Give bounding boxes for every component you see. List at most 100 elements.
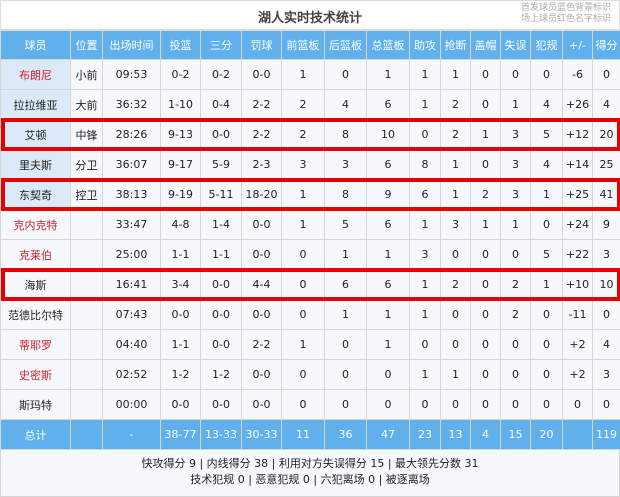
stat-cell: 8 [324, 179, 367, 210]
stat-cell: 04:40 [102, 329, 161, 360]
stat-cell: 1 [281, 179, 325, 210]
stat-cell: +10 [562, 269, 593, 300]
player-row: 史密斯 02:52 1-2 1-2 0-0 0 0 0 1 1 0 0 0 +2 3 [0, 359, 620, 390]
player-name[interactable]: 范德比尔特 [0, 299, 71, 330]
player-name[interactable]: 克莱伯 [0, 239, 71, 270]
column-header[interactable]: 投篮 [160, 30, 201, 60]
column-header[interactable]: 出场时间 [102, 30, 161, 60]
stat-cell: 0 [470, 59, 501, 90]
player-name[interactable]: 斯玛特 [0, 389, 71, 420]
column-header[interactable]: 抢断 [440, 30, 471, 60]
stat-cell: 5 [530, 239, 563, 270]
column-header[interactable]: 罚球 [241, 30, 282, 60]
stat-cell: 1 [470, 119, 501, 150]
stat-cell: 0-0 [241, 359, 282, 390]
stat-cell: 0-0 [200, 329, 242, 360]
stat-cell: 4 [592, 89, 620, 120]
stat-cell: 0 [470, 89, 501, 120]
column-header[interactable]: 总篮板 [366, 30, 410, 60]
stat-cell: 1 [440, 359, 471, 390]
stat-cell: 1 [530, 269, 563, 300]
stat-cell: 0 [592, 59, 620, 90]
stat-cell: 2-2 [241, 89, 282, 120]
stat-cell: 1-1 [200, 239, 242, 270]
column-header[interactable]: 后篮板 [324, 30, 367, 60]
stat-cell: 0 [281, 269, 325, 300]
total-cell: 4 [470, 419, 501, 450]
stat-cell: 1 [409, 59, 441, 90]
stat-cell: 0 [500, 59, 531, 90]
stat-cell: 1 [530, 179, 563, 210]
stat-cell: 1 [409, 209, 441, 240]
total-cell: 15 [500, 419, 531, 450]
stat-cell: 0 [530, 299, 563, 330]
stat-cell: 1-1 [160, 239, 201, 270]
column-header[interactable]: +/- [562, 30, 593, 60]
stat-cell: 0 [281, 359, 325, 390]
stat-cell: 2 [500, 269, 531, 300]
title-bar: 湖人实时技术统计 首发球员蓝色背景标识 场上球员红色名字标识 [0, 0, 620, 30]
stat-cell: 07:43 [102, 299, 161, 330]
stat-cell: 4 [530, 149, 563, 180]
stat-cell: 0 [324, 329, 367, 360]
stat-cell: 3 [500, 119, 531, 150]
stat-cell: 1 [409, 269, 441, 300]
stat-cell: 3 [324, 149, 367, 180]
column-header[interactable]: 位置 [70, 30, 103, 60]
player-name[interactable]: 史密斯 [0, 359, 71, 390]
player-name[interactable]: 拉拉维亚 [0, 89, 71, 120]
column-header[interactable]: 三分 [200, 30, 242, 60]
stat-cell: 1 [366, 299, 410, 330]
total-cell: 30-33 [241, 419, 282, 450]
column-header[interactable]: 助攻 [409, 30, 441, 60]
column-header[interactable]: 犯规 [530, 30, 563, 60]
stat-cell: 1 [366, 239, 410, 270]
total-cell: 11 [281, 419, 325, 450]
team-summary: 快攻得分 9 | 内线得分 38 | 利用对方失误得分 15 | 最大领先分数 … [0, 449, 620, 497]
player-name[interactable]: 蒂耶罗 [0, 329, 71, 360]
player-name[interactable]: 海斯 [0, 269, 71, 300]
stat-cell: 0 [470, 359, 501, 390]
stat-cell: 9 [592, 209, 620, 240]
stat-cell: 28:26 [102, 119, 161, 150]
stat-cell: 1 [500, 209, 531, 240]
stat-cell: 2 [500, 299, 531, 330]
total-cell: 20 [530, 419, 563, 450]
stat-cell: 5-11 [200, 179, 242, 210]
stat-cell: 0 [440, 329, 471, 360]
column-header[interactable]: 失误 [500, 30, 531, 60]
stat-cell: 1-2 [200, 359, 242, 390]
column-header[interactable]: 盖帽 [470, 30, 501, 60]
stat-cell: 36:07 [102, 149, 161, 180]
player-name[interactable]: 艾顿 [0, 119, 71, 150]
stat-cell: 0 [530, 59, 563, 90]
player-row: 克莱伯 25:00 1-1 1-1 0-0 0 1 1 3 0 0 0 5 +22 3 [0, 239, 620, 270]
legend-notes: 首发球员蓝色背景标识 场上球员红色名字标识 [521, 3, 611, 25]
column-header[interactable]: 球员 [0, 30, 71, 60]
stat-cell: 6 [366, 89, 410, 120]
stat-cell: 0 [366, 359, 410, 390]
player-name[interactable]: 里夫斯 [0, 149, 71, 180]
stat-cell: 0 [409, 119, 441, 150]
stat-cell: 0 [366, 389, 410, 420]
stat-cell: +2 [562, 359, 593, 390]
stat-cell: +2 [562, 329, 593, 360]
stat-cell: 1-10 [160, 89, 201, 120]
stat-cell: 9-19 [160, 179, 201, 210]
stat-cell: 分卫 [70, 149, 103, 180]
stat-cell: 0 [440, 389, 471, 420]
stat-cell: 2-2 [241, 329, 282, 360]
stat-cell: 2 [440, 269, 471, 300]
stat-cell: 0 [562, 389, 593, 420]
stat-cell [70, 389, 103, 420]
player-name[interactable]: 东契奇 [0, 179, 71, 210]
player-name[interactable]: 克内克特 [0, 209, 71, 240]
stat-cell: 10 [366, 119, 410, 150]
player-name[interactable]: 布朗尼 [0, 59, 71, 90]
player-row: 克内克特 33:47 4-8 1-4 0-0 1 5 6 1 3 1 1 0 +24 9 [0, 209, 620, 240]
column-header[interactable]: 前篮板 [281, 30, 325, 60]
stat-cell: 0-0 [200, 299, 242, 330]
stat-cell: 25 [592, 149, 620, 180]
column-header[interactable]: 得分 [592, 30, 620, 60]
stat-cell: 4-4 [241, 269, 282, 300]
